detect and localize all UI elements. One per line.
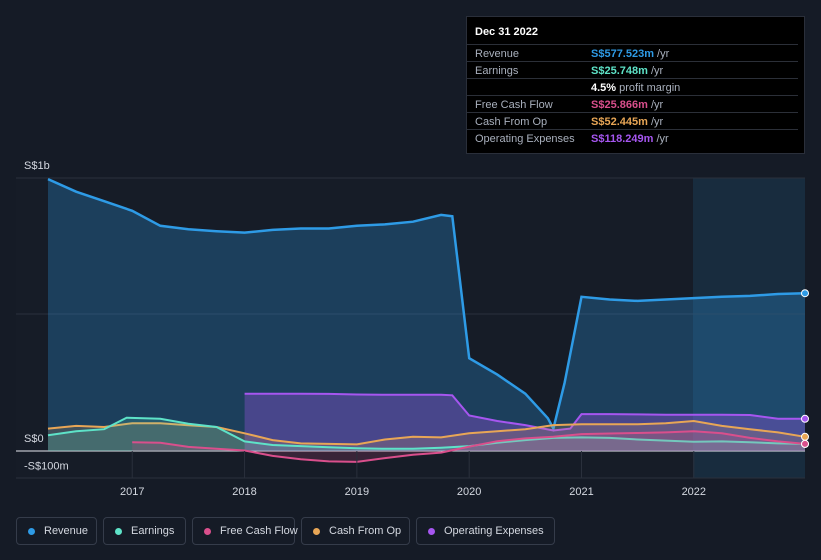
legend-dot-icon [28,528,35,535]
cash-from-op-line [47,419,806,446]
tooltip-row-label: Earnings [475,65,519,77]
legend-item-earnings[interactable]: Earnings [103,517,186,545]
legend-item-free-cash-flow[interactable]: Free Cash Flow [192,517,298,545]
free-cash-flow-line [132,430,806,463]
legend-dot-icon [204,528,211,535]
legend-item-cash-from-op[interactable]: Cash From Op [301,517,410,545]
cash-from-op-area [48,421,805,451]
legend-item-operating-expenses[interactable]: Operating Expenses [416,517,555,545]
legend-label: Cash From Op [329,525,402,537]
operating-expenses-area [244,393,806,451]
y-tick-label: -S$100m [24,460,69,472]
tooltip-value-text: S$25.866m [591,99,648,111]
tooltip-unit-text: /yr [647,116,664,128]
tooltip-unit-text: /yr [647,65,664,77]
revenue-line [47,177,806,433]
y-tick-label: S$1b [24,160,50,172]
free-cash-flow-area [132,431,805,462]
tooltip-row-value: S$25.866m /yr [591,99,663,111]
tooltip-panel: Dec 31 2022 Revenue S$577.523m /yr Earning… [466,16,805,154]
tooltip-row: Free Cash Flow S$25.866m /yr [467,95,798,113]
tooltip-row: Operating Expenses S$118.249m /yr [467,129,798,147]
y-tick-label: S$0 [24,433,44,445]
tooltip-row-label: Operating Expenses [475,133,575,145]
forecast-shade [693,178,805,478]
legend-dot-icon [115,528,122,535]
chart-plot: 2017 2018 2019 2020 2021 2022 S$1b S$0 -S$100m [16,160,809,498]
legend-label: Earnings [131,525,175,537]
legend-item-revenue[interactable]: Revenue [16,517,97,545]
tooltip-row: Cash From Op S$52.445m /yr [467,112,798,130]
tooltip-date: Dec 31 2022 [475,26,538,38]
earnings-area [48,417,805,451]
tooltip-row-value: S$577.523m /yr [591,48,669,60]
tooltip-value-text: S$25.748m [591,65,648,77]
tooltip-row-value: S$118.249m /yr [591,133,669,145]
x-tick-label: 2019 [345,486,369,498]
tooltip-row-label: Revenue [475,48,520,60]
earnings-line [47,416,806,450]
tooltip-row-label: Cash From Op [475,116,548,128]
x-tick-label: 2018 [232,486,256,498]
x-tick-label: 2021 [569,486,593,498]
tooltip-value-text: 4.5% [591,82,617,94]
legend-dot-icon [313,528,320,535]
revenue-end-point [801,289,809,298]
revenue-area [48,179,805,451]
tooltip-row-value: 4.5% profit margin [591,82,680,94]
tooltip-unit-text: /yr [647,99,664,111]
tooltip-unit-text: profit margin [616,82,681,94]
tooltip-row: Revenue S$577.523m /yr [467,44,798,62]
tooltip-value-text: S$52.445m [591,116,648,128]
cash-from-op-end-point [801,432,809,441]
legend-label: Revenue [44,525,89,537]
tooltip-unit-text: /yr [654,48,670,60]
tooltip-row-value: S$52.445m /yr [591,116,663,128]
tooltip-row: 4.5% profit margin [467,78,798,96]
tooltip-unit-text: /yr [653,133,669,145]
past-shade [16,178,693,478]
tooltip-row: Earnings S$25.748m /yr [467,61,798,79]
operating-expenses-end-point [801,414,809,423]
legend-label: Operating Expenses [444,525,544,537]
tooltip-value-text: S$118.249m [591,133,654,145]
x-tick-label: 2017 [120,486,144,498]
legend-label: Free Cash Flow [220,525,298,537]
x-tick-label: 2020 [457,486,481,498]
tooltip-row-label: Free Cash Flow [475,99,553,111]
tooltip-value-text: S$577.523m [591,48,654,60]
tooltip-row-value: S$25.748m /yr [591,65,663,77]
operating-expenses-line [244,392,805,432]
x-tick-label: 2022 [682,486,706,498]
free-cash-flow-end-point [801,439,809,448]
legend-dot-icon [428,528,435,535]
